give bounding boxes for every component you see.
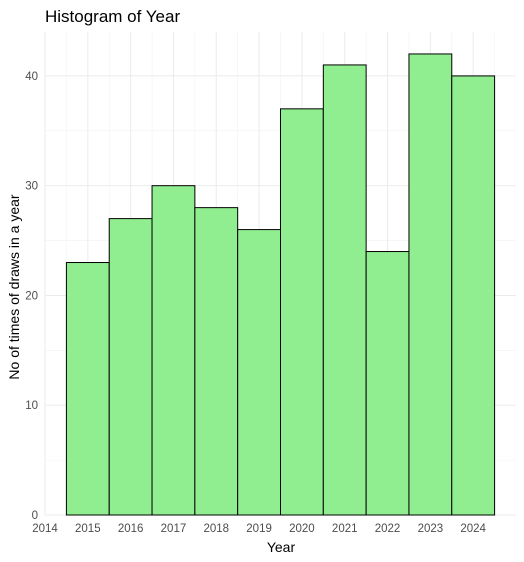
bar-2020 <box>280 108 324 516</box>
x-tick-label: 2024 <box>460 523 486 535</box>
x-tick-label: 2014 <box>32 523 58 535</box>
y-axis-ticks: 0 10 20 30 40 <box>25 71 38 522</box>
bar-2024 <box>451 75 496 516</box>
y-tick-label: 30 <box>25 181 38 193</box>
x-tick-label: 2019 <box>246 523 272 535</box>
chart-title: Histogram of Year <box>45 7 180 26</box>
x-tick-label: 2015 <box>75 523 101 535</box>
x-axis-ticks: 2014 2015 2016 2017 2018 2019 2020 2021 2022 2023… <box>32 523 486 535</box>
bar-2021 <box>322 64 367 516</box>
x-tick-label: 2018 <box>203 523 229 535</box>
x-tick-label: 2023 <box>418 523 444 535</box>
bars <box>65 53 496 516</box>
bar-2023 <box>408 53 453 516</box>
y-tick-label: 40 <box>25 71 38 83</box>
bar-2016 <box>108 218 153 516</box>
y-axis-title: No of times of draws in a year <box>6 194 22 380</box>
y-tick-label: 20 <box>25 290 38 302</box>
x-tick-label: 2021 <box>332 523 358 535</box>
bar-2019 <box>237 229 282 516</box>
bar-2015 <box>65 262 110 516</box>
y-tick-label: 10 <box>25 400 38 412</box>
x-tick-label: 2020 <box>289 523 315 535</box>
bar-2018 <box>194 207 239 516</box>
x-axis-title: Year <box>267 539 296 555</box>
x-tick-label: 2016 <box>118 523 144 535</box>
x-tick-label: 2017 <box>161 523 187 535</box>
y-tick-label: 0 <box>32 510 38 522</box>
x-tick-label: 2022 <box>375 523 401 535</box>
bar-2022 <box>365 251 410 516</box>
bar-2017 <box>151 185 196 516</box>
